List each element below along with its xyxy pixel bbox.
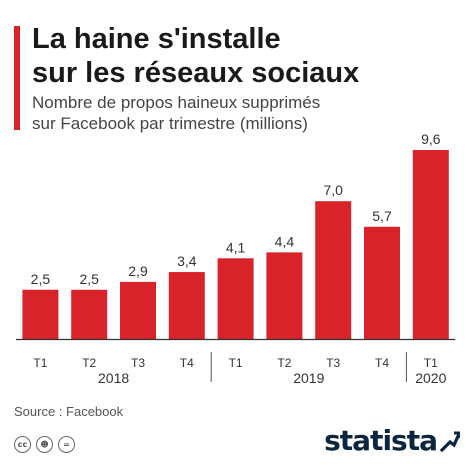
bar — [266, 252, 303, 339]
bar — [168, 272, 205, 339]
chart-title: La haine s'installe sur les réseaux soci… — [32, 22, 462, 90]
x-tick-label: T2 — [82, 356, 96, 370]
title-line-2: sur les réseaux sociaux — [32, 57, 360, 89]
x-tick-label: T4 — [375, 356, 389, 370]
data-label: 4,4 — [275, 233, 295, 249]
statista-logo[interactable]: statista — [324, 424, 460, 457]
bar — [364, 226, 400, 339]
x-tick-label: T2 — [277, 356, 291, 370]
bar — [412, 150, 449, 339]
bar — [71, 289, 108, 339]
source-text: Source : Facebook — [14, 404, 124, 419]
brand-name: statista — [324, 424, 438, 457]
data-label: 2,5 — [31, 271, 51, 287]
x-tick-label: T1 — [229, 356, 243, 370]
by-icon: ☻ — [36, 436, 53, 453]
license-icons: cc ☻ = — [14, 436, 75, 453]
year-label: 2018 — [98, 370, 129, 386]
data-label: 4,1 — [226, 239, 246, 255]
subtitle-line-1: Nombre de propos haineux supprimés — [32, 93, 321, 112]
accent-bar — [14, 26, 20, 130]
x-tick-label: T3 — [326, 356, 340, 370]
x-tick-label: T4 — [180, 356, 194, 370]
x-tick-label: T1 — [33, 356, 47, 370]
title-line-1: La haine s'installe — [32, 23, 281, 55]
year-label: 2019 — [293, 370, 324, 386]
subtitle-line-2: sur Facebook par trimestre (millions) — [32, 114, 308, 133]
data-label: 2,9 — [128, 263, 148, 279]
data-label: 9,6 — [421, 131, 441, 147]
nd-icon: = — [58, 436, 75, 453]
statista-mark-icon — [440, 431, 460, 452]
data-label: 2,5 — [79, 271, 99, 287]
bar — [22, 289, 59, 339]
x-tick-label: T3 — [131, 356, 145, 370]
bar — [120, 281, 156, 339]
year-label: 2020 — [415, 370, 446, 386]
data-label: 7,0 — [323, 182, 343, 198]
data-label: 5,7 — [372, 208, 392, 224]
chart-subtitle: Nombre de propos haineux supprimés sur F… — [32, 92, 462, 134]
cc-icon: cc — [14, 436, 31, 453]
bar — [217, 258, 254, 339]
x-tick-label: T1 — [424, 356, 438, 370]
bar — [315, 201, 352, 339]
data-label: 3,4 — [177, 253, 197, 269]
